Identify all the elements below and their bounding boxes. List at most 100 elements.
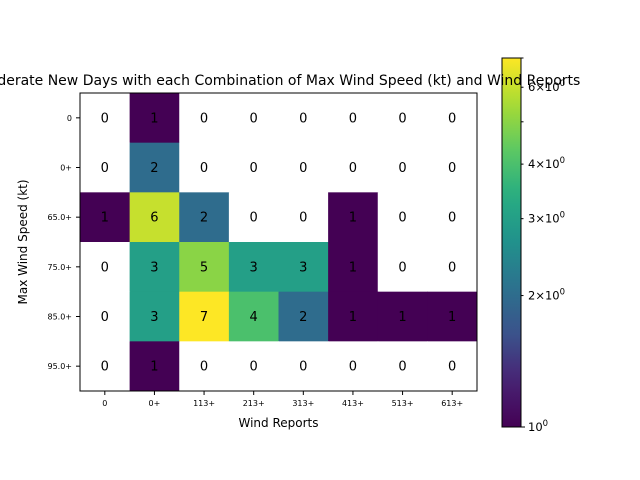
heatmap-cell <box>278 242 329 293</box>
y-tick-label: 85.0+ <box>47 313 72 322</box>
cell-value-label: 0 <box>200 161 208 176</box>
cell-value-label: 1 <box>150 360 158 375</box>
heatmap-cell <box>129 192 180 243</box>
cell-value-label: 0 <box>448 161 456 176</box>
y-tick-label: 95.0+ <box>47 362 72 371</box>
cell-value-label: 0 <box>398 161 406 176</box>
heatmap-cell <box>427 142 478 193</box>
heatmap-cell <box>278 341 329 392</box>
colorbar-tick-label: 3×100 <box>528 211 565 226</box>
cell-value-label: 3 <box>150 310 158 325</box>
heatmap-cell <box>179 93 230 144</box>
cell-value-label: 3 <box>250 260 258 275</box>
cell-value-label: 0 <box>349 360 357 375</box>
heatmap-cell <box>228 142 279 193</box>
cell-value-label: 0 <box>398 260 406 275</box>
heatmap-cell <box>427 341 478 392</box>
chart-title: Moderate New Days with each Combination … <box>0 73 580 89</box>
heatmap-cell <box>179 242 230 293</box>
y-tick-label: 0+ <box>60 164 72 173</box>
heatmap-cell <box>328 93 379 144</box>
heatmap-cells <box>80 93 478 392</box>
heatmap-cell <box>80 341 131 392</box>
heatmap-cell <box>377 192 428 243</box>
x-tick-label: 413+ <box>342 399 364 408</box>
heatmap-cell <box>278 142 329 193</box>
heatmap-cell <box>80 192 131 243</box>
cell-value-label: 4 <box>250 310 258 325</box>
cell-value-label: 0 <box>398 360 406 375</box>
heatmap-cell <box>80 142 131 193</box>
cell-value-label: 1 <box>349 310 357 325</box>
heatmap-cell <box>328 341 379 392</box>
x-tick-label: 0 <box>102 399 107 408</box>
heatmap-cell <box>228 192 279 243</box>
heatmap-cell <box>179 341 230 392</box>
heatmap-cell <box>427 242 478 293</box>
heatmap-cell <box>129 142 180 193</box>
colorbar-tick-label: 6×100 <box>528 79 565 94</box>
heatmap-cell <box>228 291 279 342</box>
colorbar: 100 2×100 3×100 4×100 6×100 <box>501 57 565 434</box>
heatmap-cell <box>377 242 428 293</box>
cell-value-label: 0 <box>250 211 258 226</box>
heatmap-cell <box>278 93 329 144</box>
cell-value-label: 0 <box>349 161 357 176</box>
cell-value-label: 0 <box>101 310 109 325</box>
x-axis-label: Wind Reports <box>238 416 318 430</box>
heatmap-cell <box>377 341 428 392</box>
y-axis-label: Max Wind Speed (kt) <box>16 179 30 304</box>
x-tick-label: 313+ <box>292 399 314 408</box>
x-tick-label: 513+ <box>392 399 414 408</box>
y-tick-label: 65.0+ <box>47 213 72 222</box>
heatmap-cell <box>377 93 428 144</box>
cell-value-label: 0 <box>448 211 456 226</box>
heatmap-cell <box>278 291 329 342</box>
cell-value-label: 3 <box>299 260 307 275</box>
cell-value-label: 0 <box>250 360 258 375</box>
colorbar-ticks: 100 2×100 3×100 4×100 6×100 <box>521 57 565 434</box>
x-tick-label: 0+ <box>149 399 161 408</box>
heatmap-cell <box>328 291 379 342</box>
colorbar-tick-label: 2×100 <box>528 288 565 303</box>
cell-value-label: 0 <box>101 161 109 176</box>
cell-value-label: 0 <box>101 260 109 275</box>
heatmap-cell <box>228 242 279 293</box>
heatmap-cell <box>427 192 478 243</box>
x-tick-label: 113+ <box>193 399 215 408</box>
heatmap-cell <box>328 242 379 293</box>
heatmap-cell <box>179 142 230 193</box>
cell-value-label: 1 <box>448 310 456 325</box>
heatmap-cell <box>377 291 428 342</box>
heatmap-cell <box>427 93 478 144</box>
cell-value-label: 0 <box>299 211 307 226</box>
cell-value-label: 1 <box>349 260 357 275</box>
cell-value-label: 0 <box>250 161 258 176</box>
cell-value-label: 1 <box>349 211 357 226</box>
heatmap-cell <box>328 142 379 193</box>
heatmap-cell <box>328 192 379 243</box>
cell-value-label: 5 <box>200 260 208 275</box>
heatmap-cell <box>129 93 180 144</box>
cell-value-label: 1 <box>101 211 109 226</box>
heatmap-cell <box>129 291 180 342</box>
colorbar-tick-label: 4×100 <box>528 156 565 171</box>
cell-value-label: 0 <box>299 161 307 176</box>
cell-value-labels: 0 1 0 0 0 0 0 0 0 2 0 0 0 0 0 0 1 6 2 0 0 1 0 0 0 3 5 3 3 1 0 0 0 3 7 4 2 1 1 1… <box>101 111 457 374</box>
cell-value-label: 0 <box>448 111 456 126</box>
heatmap-cell <box>427 291 478 342</box>
colorbar-tick-label: 100 <box>528 419 548 434</box>
x-axis-ticks: 0 0+ 113+ 213+ 313+ 413+ 513+ 613+ <box>102 391 463 408</box>
cell-value-label: 0 <box>398 111 406 126</box>
plot-frame <box>79 92 478 392</box>
heatmap-cell <box>179 192 230 243</box>
heatmap-cell <box>129 341 180 392</box>
y-axis-ticks: 0 0+ 65.0+ 75.0+ 85.0+ 95.0+ <box>47 114 80 371</box>
x-tick-label: 613+ <box>441 399 463 408</box>
cell-value-label: 1 <box>398 310 406 325</box>
cell-value-label: 1 <box>150 111 158 126</box>
heatmap-cell <box>80 242 131 293</box>
cell-value-label: 2 <box>200 211 208 226</box>
heatmap-cell <box>228 341 279 392</box>
